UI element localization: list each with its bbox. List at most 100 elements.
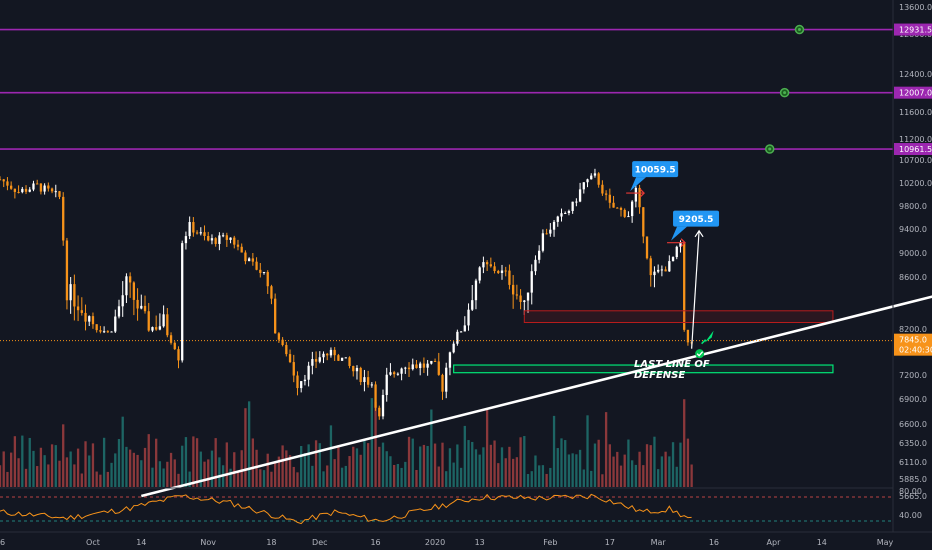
target-dot-core	[783, 91, 787, 95]
candle-body	[288, 354, 292, 363]
price-tick-label: 11200.0	[899, 135, 932, 144]
volume-bar	[359, 454, 362, 487]
candle-body	[471, 300, 474, 310]
volume-bar	[623, 454, 626, 487]
candle-body	[218, 235, 221, 244]
volume-bar	[207, 459, 210, 487]
time-axis[interactable]: 6 Oct 14 Nov 18 Dec 16 2020 13 Feb 17 Mar 16 Apr 14 May	[0, 531, 932, 550]
price-tick-label: 5665.0	[899, 492, 927, 501]
volume-bar	[155, 438, 158, 487]
candle-body	[69, 284, 72, 301]
volume-bar	[381, 442, 385, 487]
volume-bar	[352, 446, 355, 487]
candle-body	[177, 349, 180, 361]
candle-body	[668, 261, 671, 272]
volume-bar	[262, 470, 266, 487]
volume-bar	[504, 458, 507, 487]
resistance-levels[interactable]	[0, 24, 893, 154]
candle-body	[132, 282, 136, 300]
candle-body	[504, 270, 507, 272]
candle-body	[58, 191, 61, 197]
projection-arrowhead	[694, 229, 704, 238]
volume-bar	[125, 446, 128, 487]
trendline-group[interactable]	[140, 293, 932, 498]
volume-bar	[117, 439, 121, 487]
price-axis[interactable]: 13600.012800.012400.011600.011200.010700…	[892, 0, 932, 532]
volume-bar	[39, 447, 43, 487]
volume-bar	[530, 471, 533, 487]
volume-bar	[370, 398, 374, 487]
volume-bar	[679, 442, 682, 487]
volume-bar	[366, 443, 370, 487]
candle-body	[50, 188, 54, 192]
candle-body	[597, 173, 600, 185]
price-tick-label: 8600.0	[899, 273, 927, 282]
volume-bar	[556, 448, 559, 487]
time-tick-label: Mar	[651, 538, 667, 547]
candle-body	[348, 357, 351, 366]
volume-bar	[65, 457, 69, 487]
time-tick-label: Nov	[200, 538, 216, 547]
candle-body	[318, 357, 321, 362]
rocket-icon	[704, 330, 714, 343]
volume-bar	[523, 436, 526, 487]
time-tick-label: 16	[709, 538, 719, 547]
candle-body	[0, 179, 2, 181]
price-label-badge-text: 10961.5	[899, 145, 932, 154]
candle-body	[210, 238, 214, 241]
red-arrow-icon	[667, 238, 686, 248]
last-price-badge	[894, 333, 932, 356]
annotations[interactable]: 10059.5 9205.5	[0, 161, 893, 359]
time-axis-background	[0, 532, 932, 550]
volume-bar	[270, 471, 273, 487]
price-tick-label: 9000.0	[899, 249, 927, 258]
candle-countdown: 02:40:30	[899, 346, 932, 355]
volume-bar	[236, 471, 240, 487]
volume-bar	[255, 449, 258, 487]
candle-body	[281, 339, 284, 346]
volume-bar	[333, 459, 336, 487]
time-tick-label: Apr	[767, 538, 782, 547]
price-tick-label: 5885.0	[899, 475, 927, 484]
candle-body	[17, 191, 20, 193]
candle-body	[285, 345, 288, 355]
candle-body	[114, 316, 117, 332]
candlesticks[interactable]	[0, 168, 693, 420]
volume-bar	[132, 452, 136, 487]
price-tick-label: 10200.0	[899, 179, 932, 188]
candle-body	[244, 252, 247, 262]
candle-body	[534, 259, 537, 272]
candle-body	[612, 202, 615, 208]
volume-bar	[619, 465, 623, 487]
volume-bar	[177, 473, 180, 487]
candle-body	[214, 238, 217, 244]
candle-body	[552, 221, 556, 230]
volume-bar	[441, 442, 444, 487]
candle-body	[523, 300, 526, 302]
callout-pointer	[671, 226, 688, 241]
volume-bar	[586, 415, 589, 487]
candle-body	[32, 183, 35, 190]
volume-bar	[608, 444, 611, 487]
candle-body	[679, 242, 682, 247]
candle-body	[560, 213, 563, 217]
volume-bar	[36, 466, 39, 487]
candle-body	[467, 309, 470, 326]
volume-bar	[62, 424, 65, 487]
candle-body	[571, 201, 574, 211]
candle-body	[296, 375, 299, 389]
volume-bar	[411, 438, 414, 487]
volume-bar	[649, 445, 652, 487]
candle-body	[39, 183, 43, 192]
price-callout	[673, 210, 720, 227]
candle-body	[437, 361, 440, 375]
volume-bar	[326, 465, 329, 487]
volume-bar	[229, 468, 232, 487]
candle-body	[526, 292, 530, 301]
candle-body	[664, 269, 667, 272]
price-tick-label: 6110.0	[899, 458, 927, 467]
candle-body	[125, 276, 128, 296]
candle-body	[419, 363, 422, 369]
volume-bar	[43, 455, 46, 487]
